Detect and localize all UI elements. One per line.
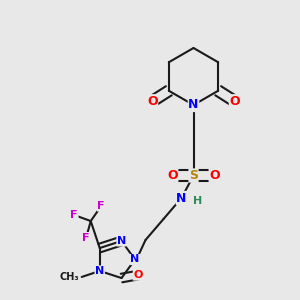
Text: CH₃: CH₃ — [59, 272, 79, 282]
Text: N: N — [117, 236, 126, 246]
Text: F: F — [82, 232, 90, 242]
Text: O: O — [147, 95, 158, 108]
Text: O: O — [230, 95, 240, 108]
Text: H: H — [194, 196, 203, 206]
Text: F: F — [70, 210, 78, 220]
Text: O: O — [209, 169, 220, 182]
Text: F: F — [98, 201, 105, 211]
Text: N: N — [130, 254, 140, 265]
Text: S: S — [189, 169, 198, 182]
Text: O: O — [133, 270, 143, 280]
Text: N: N — [95, 266, 104, 276]
Text: N: N — [176, 191, 187, 205]
Text: N: N — [188, 98, 199, 112]
Text: O: O — [167, 169, 178, 182]
